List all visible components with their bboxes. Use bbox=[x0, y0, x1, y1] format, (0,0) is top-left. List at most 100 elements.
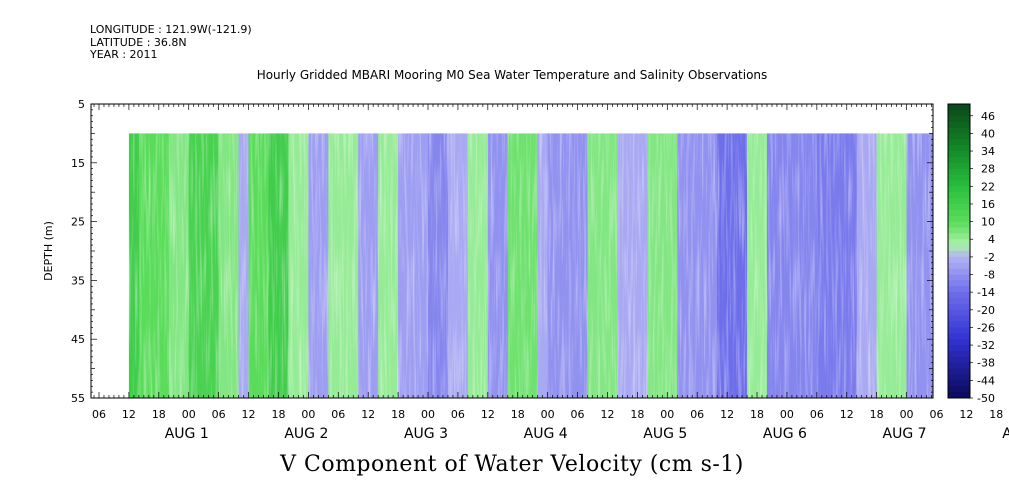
colorbar-label: -44 bbox=[977, 374, 995, 387]
colorbar-label: 22 bbox=[981, 180, 995, 193]
longitude-label: LONGITUDE : 121.9W(-121.9) bbox=[90, 23, 252, 36]
colorbar-swatch bbox=[948, 345, 970, 352]
colorbar-swatch bbox=[948, 203, 970, 211]
x-hour-tick-label: 12 bbox=[600, 408, 614, 421]
x-hour-tick-label: 00 bbox=[182, 408, 196, 421]
colorbar-label: -38 bbox=[977, 357, 995, 370]
colorbar-swatch bbox=[948, 321, 970, 328]
colorbar-swatch bbox=[948, 303, 970, 311]
x-hour-tick-label: 00 bbox=[660, 408, 674, 421]
colorbar-swatch bbox=[948, 133, 970, 140]
colorbar-swatch bbox=[948, 139, 970, 146]
y-tick-label: 25 bbox=[71, 216, 85, 229]
colorbar-label: 46 bbox=[981, 110, 995, 123]
x-hour-tick-label: 12 bbox=[361, 408, 375, 421]
x-hour-tick-label: 06 bbox=[331, 408, 345, 421]
colorbar-swatch bbox=[948, 386, 970, 393]
colorbar-swatch bbox=[948, 280, 970, 287]
colorbar-swatch bbox=[948, 168, 970, 176]
x-day-label: AUG 3 bbox=[404, 426, 448, 442]
colorbar-swatch bbox=[948, 156, 970, 164]
x-day-label: AUG 5 bbox=[643, 426, 687, 442]
x-hour-tick-label: 18 bbox=[271, 408, 285, 421]
colorbar-label: 10 bbox=[981, 216, 995, 229]
x-hour-tick-label: 06 bbox=[212, 408, 226, 421]
colorbar-swatch bbox=[948, 109, 970, 117]
colorbar-swatch bbox=[948, 192, 970, 199]
x-hour-tick-label: 06 bbox=[451, 408, 465, 421]
axes: 06 12 18 00 06 12 18 00 06 12 18 00 06 12 18 00 06 12 18 00… bbox=[42, 98, 1009, 442]
x-hour-tick-label: 18 bbox=[391, 408, 405, 421]
x-hour-tick-label: 18 bbox=[511, 408, 525, 421]
colorbar-swatch bbox=[948, 309, 970, 317]
colorbar-label: -32 bbox=[977, 339, 995, 352]
colorbar-swatch bbox=[948, 245, 970, 252]
x-hour-tick-label: 00 bbox=[900, 408, 914, 421]
x-day-label: AUG 7 bbox=[883, 426, 927, 442]
x-hour-tick-label: 18 bbox=[989, 408, 1003, 421]
x-hour-tick-label: 00 bbox=[541, 408, 555, 421]
colorbar-label: -50 bbox=[977, 392, 995, 405]
y-tick-label: 35 bbox=[71, 274, 85, 287]
x-hour-tick-label: 00 bbox=[421, 408, 435, 421]
colorbar-label: -14 bbox=[977, 286, 995, 299]
colorbar-swatch bbox=[948, 174, 970, 181]
colorbar-swatch bbox=[948, 180, 970, 187]
colorbar-swatch bbox=[948, 292, 970, 299]
colorbar-swatch bbox=[948, 115, 970, 123]
colorbar: 46 40 34 28 22 16 10 4 -2 -8 -14 -20 -26 -32 -38 -44 -50 bbox=[947, 103, 995, 405]
y-tick-label: 15 bbox=[71, 157, 85, 170]
colorbar-swatch bbox=[948, 127, 970, 134]
colorbar-swatch bbox=[948, 239, 970, 246]
latitude-label: LATITUDE : 36.8N bbox=[90, 35, 187, 49]
variable-title: V Component of Water Velocity (cm s-1) bbox=[280, 452, 744, 477]
colorbar-swatch bbox=[948, 268, 970, 276]
x-hour-tick-label: 12 bbox=[959, 408, 973, 421]
colorbar-swatch bbox=[948, 221, 970, 228]
colorbar-label: -20 bbox=[977, 304, 995, 317]
colorbar-swatch bbox=[948, 162, 970, 170]
colorbar-swatch bbox=[948, 198, 970, 205]
x-day-label: AUG 8 bbox=[1002, 426, 1009, 442]
colorbar-swatch bbox=[948, 104, 970, 111]
x-hour-tick-label: 18 bbox=[870, 408, 884, 421]
x-day-label: AUG 6 bbox=[763, 426, 807, 442]
colorbar-label: -2 bbox=[984, 251, 995, 264]
colorbar-swatch bbox=[948, 215, 970, 223]
x-hour-tick-label: 06 bbox=[810, 408, 824, 421]
x-day-label: AUG 2 bbox=[284, 426, 328, 442]
colorbar-swatch bbox=[948, 286, 970, 293]
x-hour-tick-label: 18 bbox=[750, 408, 764, 421]
colorbar-swatch bbox=[948, 315, 970, 323]
x-hour-tick-label: 06 bbox=[92, 408, 106, 421]
x-hour-tick-label: 12 bbox=[720, 408, 734, 421]
x-hour-tick-label: 12 bbox=[840, 408, 854, 421]
x-hour-tick-label: 12 bbox=[242, 408, 256, 421]
chart-title: Hourly Gridded MBARI Mooring M0 Sea Wate… bbox=[256, 68, 768, 82]
colorbar-label: 34 bbox=[981, 145, 995, 158]
x-hour-tick-label: 00 bbox=[780, 408, 794, 421]
colorbar-swatch bbox=[948, 356, 970, 364]
x-hour-tick-label: 12 bbox=[122, 408, 136, 421]
x-day-label: AUG 4 bbox=[524, 426, 568, 442]
colorbar-swatch bbox=[948, 298, 970, 305]
colorbar-swatch bbox=[948, 145, 970, 152]
colorbar-swatch bbox=[948, 151, 970, 158]
colorbar-label: -8 bbox=[984, 269, 995, 282]
colorbar-swatch bbox=[948, 227, 970, 234]
y-tick-label: 55 bbox=[71, 392, 85, 405]
x-hour-tick-label: 06 bbox=[571, 408, 585, 421]
year-label: YEAR : 2011 bbox=[90, 48, 158, 61]
colorbar-swatch bbox=[948, 121, 970, 129]
colorbar-label: 16 bbox=[981, 198, 995, 211]
colorbar-label: 40 bbox=[981, 127, 995, 140]
colorbar-swatch bbox=[948, 339, 970, 346]
colorbar-swatch bbox=[948, 209, 970, 217]
x-hour-tick-label: 06 bbox=[690, 408, 704, 421]
heatmap-texture bbox=[128, 133, 933, 398]
x-day-label: AUG 1 bbox=[165, 426, 209, 442]
x-hour-tick-label: 12 bbox=[481, 408, 495, 421]
colorbar-swatch bbox=[948, 233, 970, 240]
heatmap bbox=[128, 133, 934, 398]
